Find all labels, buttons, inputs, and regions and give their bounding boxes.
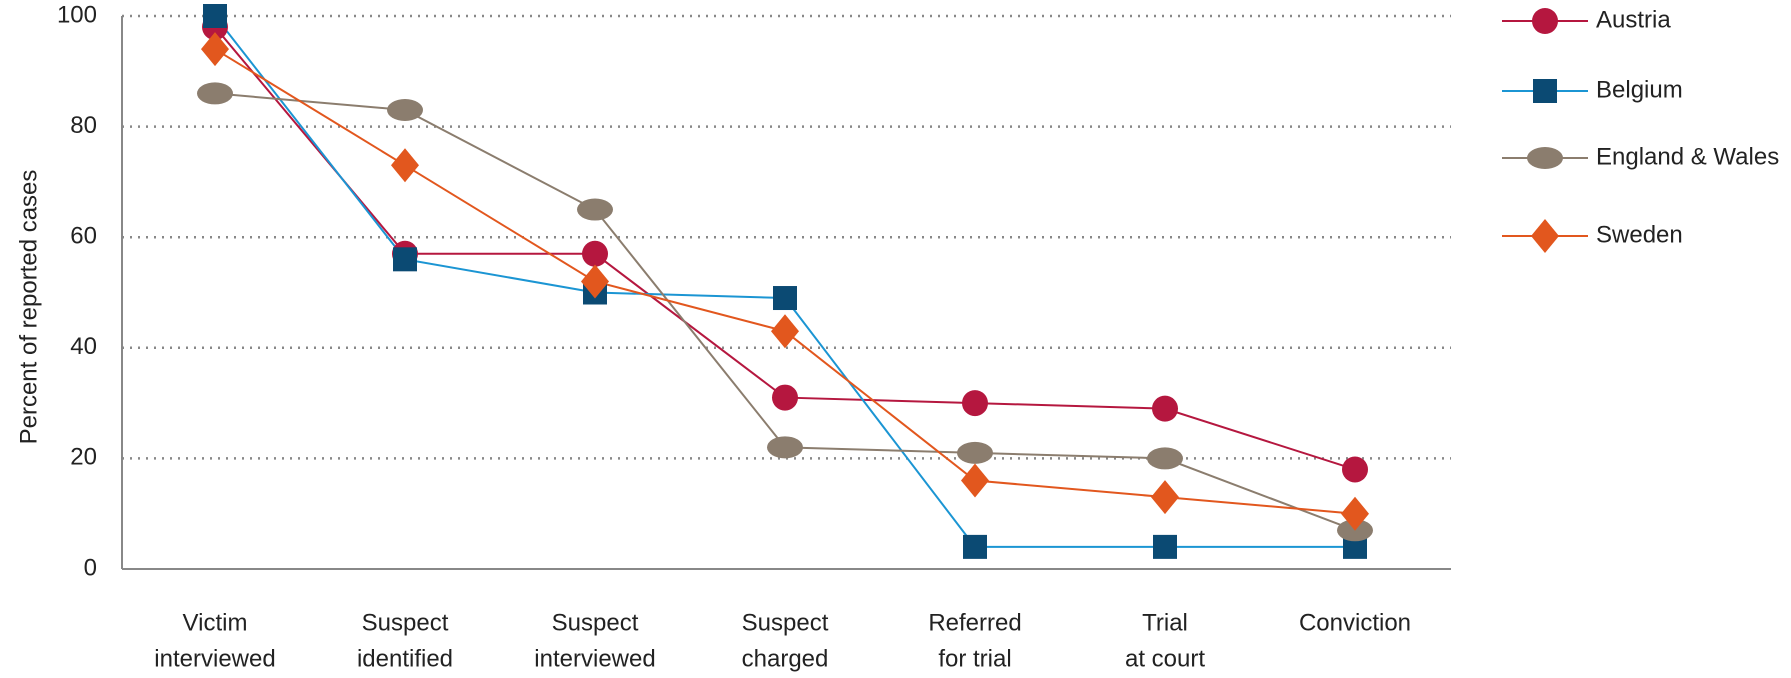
x-tick-label: Suspect bbox=[362, 609, 449, 636]
y-tick-label: 80 bbox=[70, 112, 97, 139]
marker bbox=[961, 463, 989, 498]
marker bbox=[387, 99, 423, 122]
y-tick-label: 40 bbox=[70, 333, 97, 360]
marker bbox=[393, 247, 417, 272]
marker bbox=[201, 32, 229, 67]
x-tick-label: Suspect bbox=[742, 609, 829, 636]
marker bbox=[197, 82, 233, 105]
x-tick-label: charged bbox=[742, 645, 829, 672]
marker bbox=[582, 240, 608, 267]
marker bbox=[1152, 395, 1178, 422]
marker bbox=[773, 286, 797, 311]
y-tick-label: 0 bbox=[84, 554, 97, 581]
marker bbox=[1531, 219, 1559, 253]
marker bbox=[1533, 79, 1557, 103]
marker bbox=[962, 390, 988, 417]
y-tick-label: 100 bbox=[57, 1, 97, 28]
legend-label: England & Wales bbox=[1596, 143, 1779, 170]
marker bbox=[1532, 8, 1558, 34]
legend-label: Belgium bbox=[1596, 76, 1683, 103]
x-tick-label: Victim bbox=[183, 609, 248, 636]
x-tick-label: interviewed bbox=[534, 645, 655, 672]
y-tick-label: 60 bbox=[70, 223, 97, 250]
marker bbox=[1342, 456, 1368, 483]
x-tick-label: Suspect bbox=[552, 609, 639, 636]
marker bbox=[1527, 147, 1563, 169]
legend-label: Sweden bbox=[1596, 221, 1683, 248]
y-tick-label: 20 bbox=[70, 444, 97, 471]
marker bbox=[581, 264, 609, 299]
marker bbox=[772, 384, 798, 411]
marker bbox=[1153, 534, 1177, 559]
x-tick-label: Trial bbox=[1142, 609, 1188, 636]
series-line bbox=[214, 15, 1355, 548]
legend-label: Austria bbox=[1596, 6, 1671, 33]
marker bbox=[1147, 447, 1183, 470]
x-tick-label: interviewed bbox=[154, 645, 275, 672]
marker bbox=[963, 534, 987, 559]
marker bbox=[1341, 496, 1369, 531]
marker bbox=[767, 436, 803, 459]
marker bbox=[203, 4, 227, 28]
x-tick-label: for trial bbox=[938, 645, 1011, 672]
marker bbox=[577, 198, 613, 221]
x-tick-label: at court bbox=[1125, 645, 1205, 672]
marker bbox=[771, 314, 799, 349]
series-line bbox=[214, 92, 1356, 532]
marker bbox=[391, 148, 419, 183]
x-tick-label: Conviction bbox=[1299, 609, 1411, 636]
x-tick-label: identified bbox=[357, 645, 453, 672]
x-tick-label: Referred bbox=[928, 609, 1021, 636]
marker bbox=[957, 441, 993, 464]
y-axis-label: Percent of reported cases bbox=[15, 170, 42, 445]
marker bbox=[1151, 480, 1179, 515]
